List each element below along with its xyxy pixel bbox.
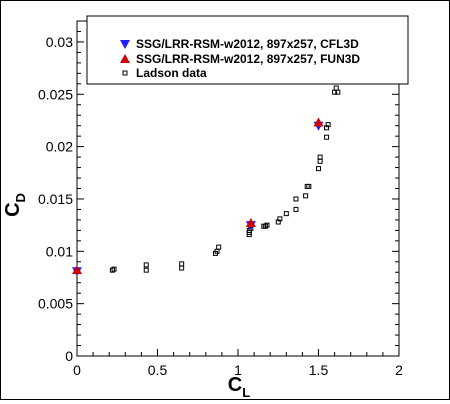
data-point bbox=[72, 265, 82, 275]
data-points bbox=[72, 85, 341, 277]
data-point bbox=[317, 154, 323, 160]
data-point bbox=[324, 134, 330, 140]
legend-markers bbox=[120, 40, 130, 76]
data-point bbox=[293, 196, 299, 202]
data-point bbox=[264, 222, 270, 228]
y-tick-label: 0 bbox=[65, 348, 73, 364]
x-axis-label: CL bbox=[228, 374, 250, 399]
x-tick-label: 1.5 bbox=[309, 362, 329, 378]
legend: SSG/LRR-RSM-w2012, 897x257, CFL3D SSG/LR… bbox=[86, 15, 409, 85]
legend-marker bbox=[120, 40, 130, 49]
legend-box bbox=[86, 15, 409, 85]
y-axis-label-main: C bbox=[2, 202, 24, 216]
y-tick-label: 0.01 bbox=[46, 243, 73, 259]
data-point bbox=[317, 158, 323, 164]
data-point bbox=[333, 85, 339, 91]
x-tick-label: 2 bbox=[395, 362, 403, 378]
data-point bbox=[179, 265, 185, 271]
x-tick-label: 0 bbox=[73, 362, 81, 378]
data-point bbox=[303, 193, 309, 199]
data-point bbox=[111, 266, 117, 272]
data-point bbox=[143, 262, 149, 268]
data-point bbox=[277, 216, 283, 222]
y-tick-label: 0.025 bbox=[38, 86, 73, 102]
y-tick-label: 0.005 bbox=[38, 296, 73, 312]
y-axis-label: CD bbox=[2, 193, 28, 217]
y-axis-label-sub: D bbox=[13, 193, 28, 202]
legend-label-cfl3d: SSG/LRR-RSM-w2012, 897x257, CFL3D bbox=[136, 37, 359, 51]
y-tick-label: 0.03 bbox=[46, 34, 73, 50]
data-point bbox=[283, 211, 289, 217]
data-point bbox=[245, 218, 256, 228]
data-point bbox=[325, 122, 331, 128]
y-tick-label: 0.02 bbox=[46, 139, 73, 155]
data-point bbox=[179, 261, 185, 267]
x-axis-label-main: C bbox=[228, 374, 242, 396]
data-point bbox=[293, 206, 299, 212]
x-axis-label-sub: L bbox=[242, 385, 250, 399]
x-tick-label: 0.5 bbox=[148, 362, 168, 378]
data-point bbox=[335, 89, 341, 95]
legend-marker bbox=[120, 54, 130, 63]
data-point bbox=[216, 244, 222, 250]
legend-label-fun3d: SSG/LRR-RSM-w2012, 897x257, FUN3D bbox=[136, 52, 360, 66]
data-point bbox=[313, 117, 324, 127]
x-tick-label: 1 bbox=[234, 362, 242, 378]
y-tick-label: 0.015 bbox=[38, 191, 73, 207]
legend-marker bbox=[122, 70, 128, 76]
data-point bbox=[306, 183, 312, 189]
legend-label-ladson: Ladson data bbox=[136, 66, 207, 80]
data-point bbox=[143, 267, 149, 273]
data-point bbox=[316, 166, 321, 172]
